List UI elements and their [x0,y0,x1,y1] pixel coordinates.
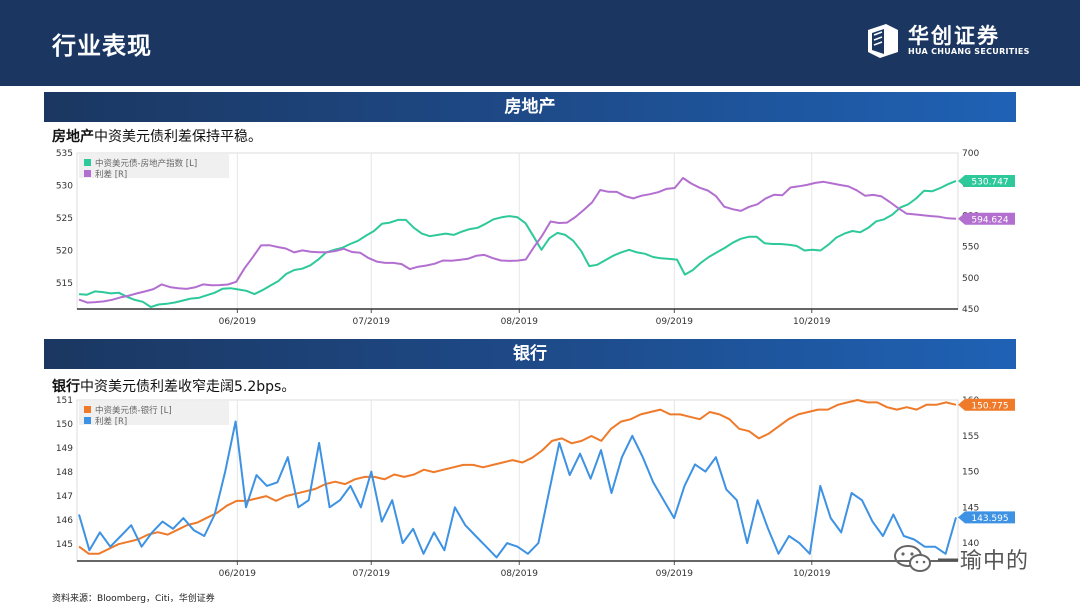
left-tick-label: 520 [56,247,73,257]
left-tick-label: 535 [56,149,73,159]
legend-entry: 中资美元债-房地产指数 [L] [95,158,197,169]
page-title: 行业表现 [52,32,152,60]
series-line-0 [78,399,957,555]
legend-entry: 利差 [R] [95,416,127,427]
x-tick-label: 09/2019 [656,317,694,327]
caption-text: 中资美元债利差保持平稳。 [94,129,262,145]
x-tick-label: 10/2019 [793,569,831,579]
x-tick-label: 06/2019 [219,569,257,579]
plot-area [76,152,959,310]
section-caption-bank: 银行中资美元债利差收窄走阔5.2bps。 [52,376,295,396]
left-tick-label: 515 [56,279,73,289]
last-value-label: 594.624 [971,215,1008,225]
left-tick-label: 151 [56,396,73,406]
watermark-text: 一瑜中的 [937,549,1030,574]
left-tick-label: 150 [56,420,73,430]
last-value-label: 143.595 [971,514,1008,524]
legend-swatch [84,170,91,177]
caption-bold: 房地产 [52,129,94,145]
x-tick-label: 09/2019 [656,569,694,579]
section-caption-realestate: 房地产中资美元债利差保持平稳。 [52,126,262,146]
last-value-label: 530.747 [971,177,1008,187]
right-tick-label: 550 [962,243,979,253]
left-tick-label: 149 [56,444,73,454]
caption-text: 中资美元债利差收窄走阔5.2bps。 [80,379,296,395]
header-bar: 行业表现 华创证券 HUA CHUANG SECURITIES [0,0,1080,86]
right-tick-label: 145 [962,503,979,513]
section-band-bank: 银行 [44,339,1016,369]
legend-swatch [84,417,91,424]
last-value-label: 150.775 [971,401,1008,411]
right-tick-label: 150 [962,468,979,478]
section-band-realestate: 房地产 [44,92,1016,122]
x-tick-label: 10/2019 [793,317,831,327]
legend-entry: 中资美元债-银行 [L] [95,405,172,416]
last-value-box [958,174,1015,187]
logo-cube-icon [868,24,898,58]
series-line-1 [78,177,957,304]
x-tick-label: 07/2019 [353,317,391,327]
company-logo: 华创证券 HUA CHUANG SECURITIES [864,20,1029,62]
last-value-tag-0: 530.747 [958,174,1015,187]
last-value-tag-0: 150.775 [958,398,1015,411]
legend: 中资美元债-房地产指数 [L]利差 [R] [79,154,229,180]
last-value-box [958,212,1015,225]
x-tick-label: 07/2019 [353,569,391,579]
last-value-tag-1: 594.624 [958,212,1015,225]
logo-name: 华创证券 [908,24,1000,48]
chart-bank: 06/2019 07/2019 08/2019 09/2019 10/201914514… [44,394,1016,590]
left-tick-label: 525 [56,214,73,224]
x-tick-label: 06/2019 [219,317,257,327]
x-tick-label: 08/2019 [501,569,539,579]
wechat-icon [894,545,931,572]
right-tick-label: 500 [962,274,979,284]
legend-swatch [84,406,91,413]
chart-realestate: 06/2019 07/2019 08/2019 09/2019 10/2019 515 52… [44,147,1016,338]
last-value-box [958,398,1015,411]
right-tick-label: 450 [962,305,979,315]
series-line-0 [78,179,957,308]
right-tick-label: 700 [962,149,979,159]
series-line-1 [78,420,957,559]
left-tick-label: 148 [56,468,73,478]
left-tick-label: 145 [56,540,73,550]
legend: 中资美元债-银行 [L]利差 [R] [79,401,229,427]
logo-subtitle: HUA CHUANG SECURITIES [908,47,1030,56]
legend-entry: 利差 [R] [95,169,127,180]
right-tick-label: 155 [962,432,979,442]
legend-background [79,154,229,178]
watermark: 一瑜中的 [893,541,1053,577]
last-value-box [958,511,1015,524]
right-tick-label: 140 [962,539,979,549]
legend-swatch [84,159,91,166]
last-value-tag-1: 143.595 [958,511,1015,524]
x-tick-label: 08/2019 [501,317,539,327]
left-tick-label: 530 [56,182,73,192]
caption-bold: 银行 [52,379,80,395]
left-tick-label: 146 [56,516,73,526]
source-note: 资料来源：Bloomberg，Citi，华创证券 [52,594,215,604]
left-tick-label: 147 [56,492,73,502]
legend-background [79,401,229,425]
